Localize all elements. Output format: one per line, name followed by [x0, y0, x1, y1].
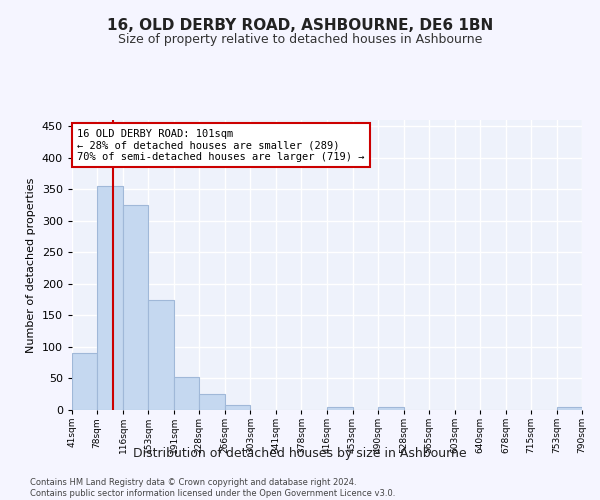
Bar — [72, 352, 97, 410]
Text: Distribution of detached houses by size in Ashbourne: Distribution of detached houses by size … — [133, 448, 467, 460]
Bar — [378, 407, 404, 410]
Text: Contains HM Land Registry data © Crown copyright and database right 2024.
Contai: Contains HM Land Registry data © Crown c… — [30, 478, 395, 498]
Text: 16, OLD DERBY ROAD, ASHBOURNE, DE6 1BN: 16, OLD DERBY ROAD, ASHBOURNE, DE6 1BN — [107, 18, 493, 32]
Text: Size of property relative to detached houses in Ashbourne: Size of property relative to detached ho… — [118, 32, 482, 46]
Bar — [225, 405, 250, 410]
Bar — [97, 186, 123, 410]
Bar — [557, 407, 582, 410]
Bar — [328, 407, 353, 410]
Bar — [148, 300, 174, 410]
Bar — [199, 394, 225, 410]
Y-axis label: Number of detached properties: Number of detached properties — [26, 178, 36, 352]
Bar — [123, 205, 148, 410]
Text: 16 OLD DERBY ROAD: 101sqm
← 28% of detached houses are smaller (289)
70% of semi: 16 OLD DERBY ROAD: 101sqm ← 28% of detac… — [77, 128, 365, 162]
Bar — [174, 376, 199, 410]
